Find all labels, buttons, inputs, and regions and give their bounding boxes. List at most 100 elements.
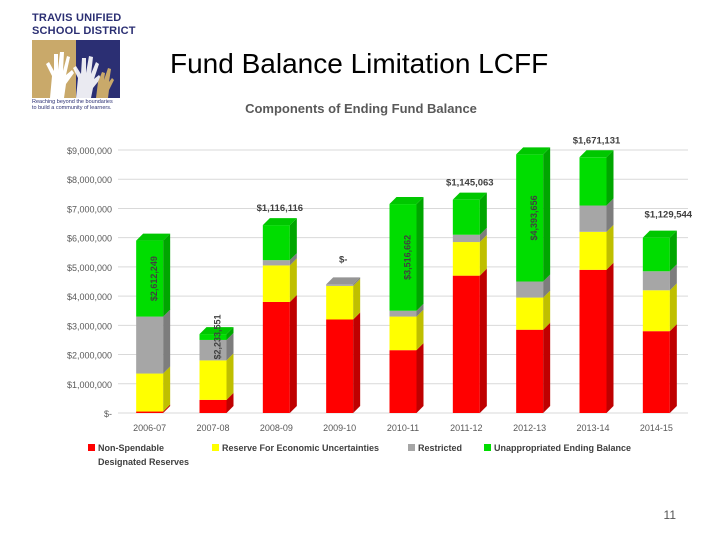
bar-segment-side bbox=[606, 262, 614, 413]
bar-segment bbox=[452, 234, 480, 243]
bar-segment bbox=[262, 225, 290, 261]
y-tick-label: $2,000,000 bbox=[67, 351, 112, 361]
bar-segment-side bbox=[606, 150, 614, 206]
ending-fund-balance-chart: Components of Ending Fund Balance $- $1,0… bbox=[67, 101, 693, 467]
legend-swatch bbox=[484, 444, 491, 451]
bar-segment-side bbox=[606, 198, 614, 232]
bar-segment-side bbox=[479, 235, 487, 276]
bar-segment-side bbox=[163, 366, 171, 412]
bar-segment-side bbox=[543, 274, 551, 298]
bar-segment bbox=[136, 316, 164, 374]
logo-tagline-1: Reaching beyond the boundaries bbox=[32, 99, 113, 105]
bar-segment bbox=[389, 204, 417, 311]
bar-segment-side bbox=[416, 303, 424, 317]
bar-segment bbox=[199, 334, 227, 340]
bar-segment-side bbox=[479, 227, 487, 243]
bar-segment-side bbox=[543, 290, 551, 330]
logo-tagline-2: to build a community of learners. bbox=[32, 105, 112, 111]
bar-data-label: $1,671,131 bbox=[573, 135, 621, 146]
bar-segment-side bbox=[669, 324, 677, 413]
legend-label: Non-Spendable bbox=[98, 443, 164, 453]
bar-segment-side bbox=[479, 268, 487, 413]
x-tick-label: 2009-10 bbox=[323, 423, 356, 433]
bar-segment-side bbox=[226, 327, 234, 340]
chart-title: Components of Ending Fund Balance bbox=[245, 101, 477, 116]
bar-segment bbox=[516, 281, 544, 298]
bar-segment-side bbox=[416, 343, 424, 413]
bar-segment bbox=[579, 205, 607, 232]
bar-data-label: $2,612,249 bbox=[149, 256, 159, 301]
x-tick-label: 2007-08 bbox=[196, 423, 229, 433]
bar-segment bbox=[452, 242, 480, 276]
x-tick-label: 2010-11 bbox=[387, 423, 419, 433]
bar-segment bbox=[326, 284, 354, 286]
district-logo: TRAVIS UNIFIED SCHOOL DISTRICT Reaching … bbox=[28, 10, 135, 111]
bar-segment bbox=[199, 399, 227, 413]
y-tick-label: $8,000,000 bbox=[67, 175, 112, 185]
bar-segment-side bbox=[353, 278, 361, 320]
bar-segment-side bbox=[163, 309, 171, 374]
bar-segment bbox=[516, 154, 544, 282]
y-axis-ticks: $- $1,000,000 $2,000,000 $3,000,000 $4,000,0… bbox=[67, 146, 112, 419]
bar-segment bbox=[262, 301, 290, 413]
x-tick-label: 2014-15 bbox=[640, 423, 673, 433]
bar-segment bbox=[516, 297, 544, 330]
bar-segment bbox=[516, 329, 544, 413]
bar-segment bbox=[579, 157, 607, 206]
bar-segment bbox=[199, 339, 227, 361]
bar-segment-side bbox=[669, 230, 677, 272]
bar-segment-side bbox=[226, 332, 234, 361]
bar-top bbox=[516, 147, 551, 155]
legend-swatch bbox=[212, 444, 219, 451]
bar-segment-side bbox=[289, 258, 297, 302]
hands-logo-icon bbox=[32, 40, 120, 98]
bar-segment-side bbox=[289, 218, 297, 261]
bar-segment bbox=[389, 310, 417, 317]
bar-segment-side bbox=[543, 322, 551, 413]
x-tick-label: 2006-07 bbox=[133, 423, 166, 433]
bar-top bbox=[326, 277, 361, 285]
y-tick-label: $4,000,000 bbox=[67, 292, 112, 302]
bar-segment bbox=[642, 290, 670, 332]
x-tick-label: 2011-12 bbox=[450, 423, 482, 433]
y-tick-label: $5,000,000 bbox=[67, 263, 112, 273]
legend-label: Unappropriated Ending Balance bbox=[494, 443, 631, 453]
bar-segment bbox=[136, 411, 164, 413]
y-tick-label: $- bbox=[104, 409, 112, 419]
y-tick-label: $6,000,000 bbox=[67, 234, 112, 244]
bar-top bbox=[199, 327, 234, 335]
page-number: 11 bbox=[663, 508, 676, 522]
bar-data-label: $2,233,551 bbox=[213, 314, 223, 359]
bar-segment-side bbox=[669, 264, 677, 291]
bar-segment-side bbox=[416, 309, 424, 351]
bar-segment-side bbox=[289, 253, 297, 266]
bar-data-label: $1,129,544 bbox=[645, 210, 693, 221]
y-tick-label: $1,000,000 bbox=[67, 380, 112, 390]
x-tick-label: 2012-13 bbox=[513, 423, 546, 433]
bar-segment bbox=[136, 240, 164, 317]
bar-segment-side bbox=[226, 353, 234, 400]
legend-swatch bbox=[408, 444, 415, 451]
legend-swatch bbox=[88, 444, 95, 451]
bar-segment-side bbox=[163, 404, 171, 413]
bar-segment bbox=[452, 275, 480, 413]
bar-segment-side bbox=[416, 197, 424, 311]
legend-label: Restricted bbox=[418, 443, 462, 453]
bar-segment-side bbox=[163, 233, 171, 317]
bar-segment bbox=[199, 360, 227, 400]
bar-segment-side bbox=[543, 147, 551, 282]
bar-segment bbox=[136, 373, 164, 412]
bar-segment-side bbox=[669, 283, 677, 332]
slide-title: Fund Balance Limitation LCFF bbox=[170, 48, 549, 79]
bar-segment bbox=[642, 237, 670, 272]
x-tick-label: 2008-09 bbox=[260, 423, 293, 433]
bars bbox=[136, 147, 677, 413]
bar-segment-side bbox=[479, 192, 487, 235]
y-tick-label: $9,000,000 bbox=[67, 146, 112, 156]
y-tick-label: $3,000,000 bbox=[67, 321, 112, 331]
x-tick-label: 2013-14 bbox=[576, 423, 609, 433]
bar-segment-side bbox=[289, 294, 297, 413]
bar-segment bbox=[642, 271, 670, 291]
x-axis-ticks: 2006-07 2007-08 2008-09 2009-10 2010-11 2011-… bbox=[133, 423, 673, 433]
bar-data-label: $1,145,063 bbox=[446, 178, 494, 189]
